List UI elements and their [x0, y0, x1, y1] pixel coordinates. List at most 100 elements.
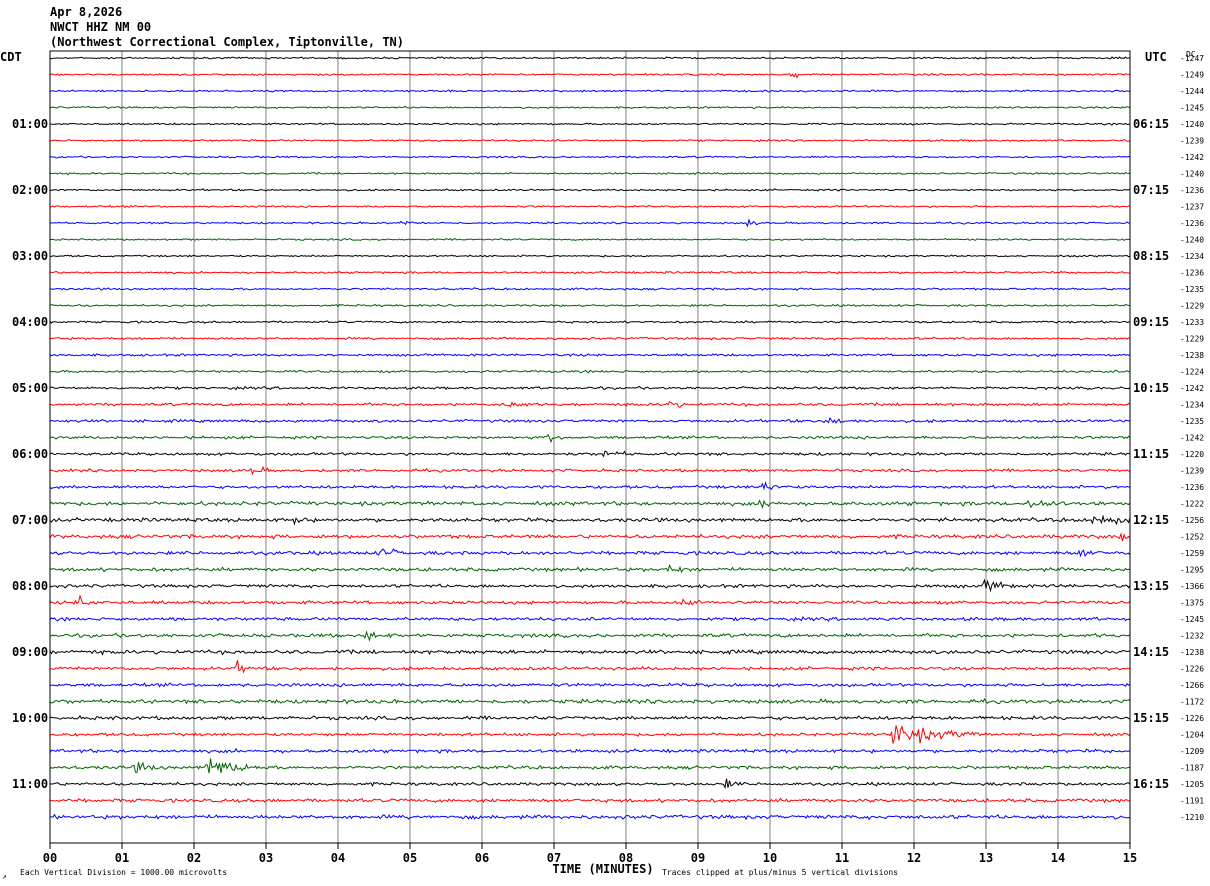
dc-offset-label: -1210	[1180, 813, 1204, 822]
station-label: NWCT HHZ NM 00	[50, 20, 151, 34]
trace-row-12	[49, 254, 1131, 258]
trace-row-36	[49, 648, 1131, 656]
left-time-label: 09:00	[12, 645, 48, 659]
trace-row-31	[49, 564, 1131, 574]
dc-offset-label: -1236	[1180, 186, 1204, 195]
dc-offset-label: -1252	[1180, 533, 1204, 542]
clip-note: Traces clipped at plus/minus 5 vertical …	[662, 868, 898, 877]
dc-offset-label: -1239	[1180, 467, 1204, 476]
x-axis-title: TIME (MINUTES)	[552, 862, 653, 876]
trace-row-34	[49, 616, 1131, 622]
trace-row-35	[49, 630, 1131, 642]
dc-offset-label: -1238	[1180, 648, 1204, 657]
dc-offset-labels: -1247 -1249 -1244 -1245 -1240 -1239 -1242 -1240…	[1180, 54, 1204, 822]
dc-offset-label: -1245	[1180, 615, 1204, 624]
dc-offset-label: -1224	[1180, 368, 1204, 377]
trace-row-20	[49, 385, 1131, 391]
x-tick-label-04: 04	[331, 851, 345, 865]
right-time-label: 12:15	[1133, 513, 1169, 527]
trace-row-27	[49, 499, 1131, 509]
x-tick-label-14: 14	[1051, 851, 1065, 865]
trace-row-7	[49, 171, 1131, 176]
dc-offset-label: -1220	[1180, 450, 1204, 459]
trace-row-45	[49, 797, 1131, 804]
right-time-label: 06:15	[1133, 117, 1169, 131]
right-time-label: 08:15	[1133, 249, 1169, 263]
left-time-label: 07:00	[12, 513, 48, 527]
dc-offset-label: -1226	[1180, 665, 1204, 674]
trace-row-26	[49, 481, 1131, 491]
right-time-label: 10:15	[1133, 381, 1169, 395]
left-time-label: 04:00	[12, 315, 48, 329]
x-tick-label-13: 13	[979, 851, 993, 865]
x-tick-label-09: 09	[691, 851, 705, 865]
right-time-label: 11:15	[1133, 447, 1169, 461]
dc-offset-label: -1266	[1180, 681, 1204, 690]
minute-gridlines	[121, 51, 1059, 843]
trace-row-39	[49, 697, 1131, 705]
dc-offset-label: -1238	[1180, 351, 1204, 360]
trace-row-18	[49, 353, 1131, 357]
trace-row-22	[49, 416, 1131, 424]
dc-offset-label: -1236	[1180, 219, 1204, 228]
dc-offset-label: -1244	[1180, 87, 1204, 96]
dc-offset-label: -1247	[1180, 54, 1204, 63]
dc-offset-label: -1375	[1180, 599, 1204, 608]
trace-row-33	[49, 594, 1131, 606]
right-time-label: 15:15	[1133, 711, 1169, 725]
trace-row-46	[50, 813, 1131, 821]
dc-offset-label: -1191	[1180, 797, 1204, 806]
trace-row-25	[49, 465, 1131, 476]
trace-row-13	[49, 270, 1131, 275]
dc-offset-label: -1242	[1180, 434, 1204, 443]
trace-row-6	[49, 155, 1131, 159]
trace-row-24	[49, 450, 1131, 458]
dc-offset-label: -1295	[1180, 566, 1204, 575]
x-tick-label-05: 05	[403, 851, 417, 865]
time-labels: 01:00 02:00 03:00 04:00 05:00 06:00 07:00 08:00…	[12, 117, 1169, 791]
x-tick-label-00: 00	[43, 851, 57, 865]
dc-offset-label: -1240	[1180, 120, 1204, 129]
dc-offset-label: -1242	[1180, 153, 1204, 162]
left-time-label: 02:00	[12, 183, 48, 197]
location-label: (Northwest Correctional Complex, Tiptonv…	[50, 35, 404, 49]
logo-mark: ↗	[2, 872, 7, 881]
trace-row-37	[49, 660, 1131, 674]
dc-offset-label: -1229	[1180, 335, 1204, 344]
date-label: Apr 8,2026	[50, 5, 122, 19]
dc-offset-label: -1234	[1180, 401, 1204, 410]
dc-header-label: DC	[1186, 50, 1196, 59]
scale-note: Each Vertical Division = 1000.00 microvo…	[20, 868, 227, 877]
trace-row-30	[49, 548, 1131, 558]
dc-offset-label: -1239	[1180, 137, 1204, 146]
trace-row-19	[49, 369, 1131, 374]
dc-offset-label: -1233	[1180, 318, 1204, 327]
trace-row-29	[49, 532, 1131, 542]
trace-row-4	[50, 122, 1131, 126]
dc-offset-label: -1259	[1180, 549, 1204, 558]
right-time-label: 16:15	[1133, 777, 1169, 791]
dc-offset-label: -1204	[1180, 731, 1204, 740]
trace-row-8	[49, 188, 1131, 192]
right-time-label: 13:15	[1133, 579, 1169, 593]
trace-row-28	[49, 514, 1131, 526]
left-time-label: 05:00	[12, 381, 48, 395]
dc-offset-label: -1209	[1180, 747, 1204, 756]
trace-row-3	[49, 105, 1131, 110]
left-time-label: 03:00	[12, 249, 48, 263]
x-tick-label-10: 10	[763, 851, 777, 865]
trace-row-15	[49, 303, 1131, 308]
trace-row-0	[49, 56, 1131, 60]
left-time-label: 01:00	[12, 117, 48, 131]
dc-offset-label: -1237	[1180, 203, 1204, 212]
trace-row-41	[49, 725, 1131, 744]
dc-offset-label: -1236	[1180, 483, 1204, 492]
x-tick-label-11: 11	[835, 851, 849, 865]
x-tick-label-15: 15	[1123, 851, 1137, 865]
dc-offset-label: -1229	[1180, 302, 1204, 311]
x-tick-label-08: 08	[619, 851, 633, 865]
x-tick-label-02: 02	[187, 851, 201, 865]
x-axis: 00 01 02 03 04 05 06 07 08 09 10 11 12 13 14 15	[43, 843, 1137, 865]
left-time-label: 10:00	[12, 711, 48, 725]
trace-row-14	[49, 287, 1131, 291]
